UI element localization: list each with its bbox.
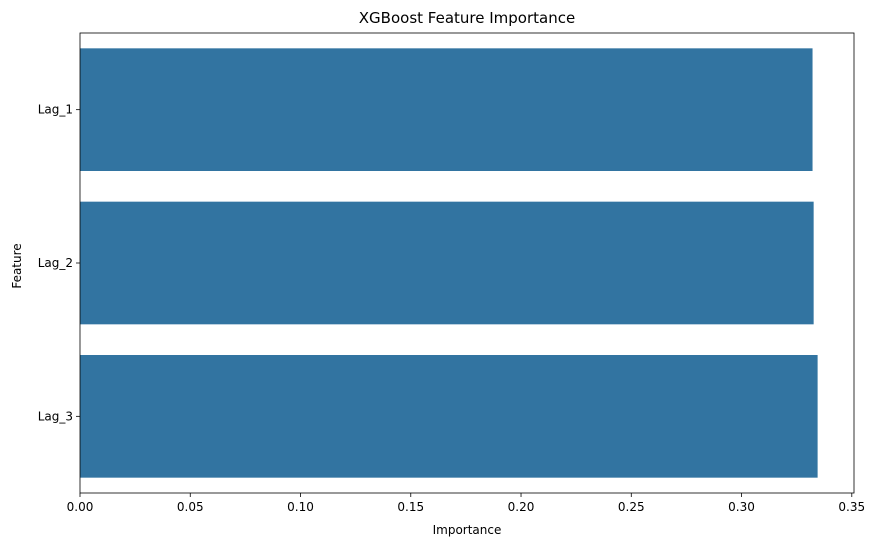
bar-lag-1 xyxy=(80,48,813,172)
x-tick-label: 0.10 xyxy=(287,500,314,514)
x-tick-label: 0.20 xyxy=(508,500,535,514)
x-tick-label: 0.05 xyxy=(177,500,204,514)
y-tick-label: Lag_2 xyxy=(38,256,73,270)
chart-title: XGBoost Feature Importance xyxy=(359,9,575,27)
y-tick-label: Lag_1 xyxy=(38,103,73,117)
bars-group xyxy=(80,48,818,478)
y-tick-label: Lag_3 xyxy=(38,409,73,423)
y-axis-label: Feature xyxy=(10,243,24,288)
bar-lag-3 xyxy=(80,355,818,478)
x-axis-label: Importance xyxy=(433,523,502,537)
x-tick-label: 0.00 xyxy=(67,500,94,514)
x-axis-ticks: 0.00 0.05 0.10 0.15 0.20 0.25 0.30 0.35 xyxy=(67,493,865,514)
y-axis-ticks: Lag_1 Lag_2 Lag_3 xyxy=(38,103,80,423)
x-tick-label: 0.15 xyxy=(397,500,424,514)
x-tick-label: 0.30 xyxy=(728,500,755,514)
x-tick-label: 0.35 xyxy=(838,500,865,514)
bar-lag-2 xyxy=(80,201,814,325)
x-tick-label: 0.25 xyxy=(618,500,645,514)
